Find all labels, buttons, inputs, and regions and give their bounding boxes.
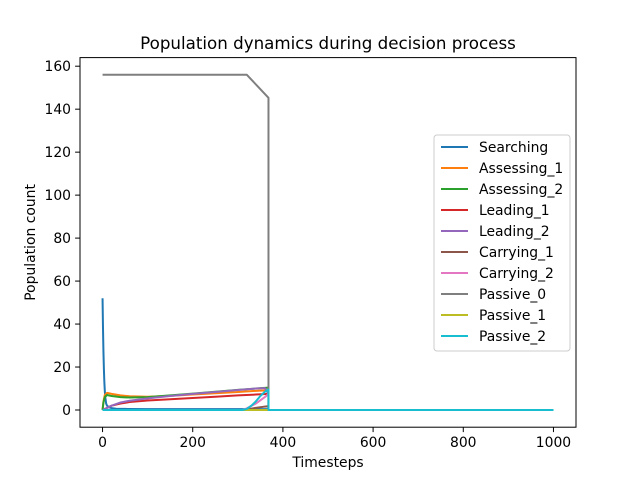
x-tick-label: 1000 xyxy=(536,435,571,451)
y-tick-label: 160 xyxy=(44,59,71,75)
y-tick-label: 60 xyxy=(53,274,71,290)
x-tick-label: 400 xyxy=(270,435,297,451)
legend-label-passive-0: Passive_0 xyxy=(479,287,546,303)
y-tick-label: 20 xyxy=(53,360,71,376)
y-tick-label: 120 xyxy=(44,145,71,161)
chart-title: Population dynamics during decision proc… xyxy=(140,33,516,53)
plot-frame xyxy=(79,57,577,428)
x-axis-label: Timesteps xyxy=(291,455,363,471)
y-tick-label: 100 xyxy=(44,188,71,204)
legend-label-leading-2: Leading_2 xyxy=(479,224,550,240)
series-line-passive-2 xyxy=(102,388,554,412)
y-tick-label: 80 xyxy=(53,231,71,247)
legend-label-assessing-1: Assessing_1 xyxy=(479,161,563,177)
legend-label-passive-2: Passive_2 xyxy=(479,329,546,345)
y-tick-label: 40 xyxy=(53,317,71,333)
legend-label-carrying-2: Carrying_2 xyxy=(479,266,554,282)
x-tick-label: 600 xyxy=(360,435,387,451)
legend-label-leading-1: Leading_1 xyxy=(479,203,550,219)
plot-lines xyxy=(101,73,554,412)
legend-label-assessing-2: Assessing_2 xyxy=(479,182,563,198)
x-tick-label: 200 xyxy=(179,435,206,451)
legend-label-passive-1: Passive_1 xyxy=(479,308,546,324)
x-tick-label: 800 xyxy=(450,435,477,451)
series-line-passive-0 xyxy=(102,73,554,412)
y-tick-label: 140 xyxy=(44,102,71,118)
y-tick-label: 0 xyxy=(62,403,71,419)
y-axis-label: Population count xyxy=(23,184,39,301)
x-tick-label: 0 xyxy=(98,435,107,451)
legend-label-carrying-1: Carrying_1 xyxy=(479,245,554,261)
legend: Searching Assessing_1 Assessing_2 Leading_1… xyxy=(433,134,571,352)
legend-label-searching: Searching xyxy=(479,140,548,156)
axis-ticks: 0 200 400 600 800 1000 0 20 40 60 80 100 120 140 160 xyxy=(44,59,571,451)
